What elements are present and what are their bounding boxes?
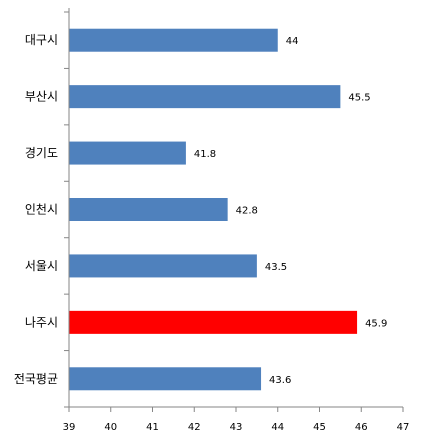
value-labels: 44 45.5 41.8 42.8 43.5 45.9 43.6	[194, 36, 387, 386]
value-label-4: 43.5	[265, 262, 287, 273]
bars-group	[69, 28, 358, 391]
value-label-6: 43.6	[269, 375, 291, 386]
value-label-2: 41.8	[194, 149, 216, 160]
bar-2	[69, 141, 186, 165]
x-tick-label-5: 44	[271, 422, 284, 433]
category-label-3: 인천시	[25, 202, 58, 217]
value-label-0: 44	[286, 36, 299, 47]
category-label-0: 대구시	[25, 33, 58, 47]
category-label-6: 전국평균	[14, 372, 58, 386]
value-label-3: 42.8	[236, 206, 258, 217]
category-label-2: 경기도	[25, 146, 58, 160]
category-label-4: 서울시	[25, 259, 58, 273]
x-tick-label-4: 43	[230, 422, 243, 433]
value-label-5: 45.9	[365, 318, 387, 329]
x-tick-label-1: 40	[104, 422, 117, 433]
bar-5	[69, 310, 358, 334]
bar-0	[69, 28, 278, 52]
x-tick-label-0: 39	[63, 422, 76, 433]
value-label-1: 45.5	[348, 93, 370, 104]
x-tick-label-6: 45	[313, 422, 326, 433]
category-label-1: 부산시	[25, 90, 58, 104]
x-tick-label-7: 46	[355, 422, 368, 433]
x-tick-label-2: 41	[146, 422, 159, 433]
bar-6	[69, 367, 262, 391]
bar-1	[69, 85, 341, 109]
bar-3	[69, 198, 228, 221]
category-label-5: 나주시	[25, 315, 58, 329]
x-axis-ticks: 39 40 41 42 43 44 45 46 47	[63, 11, 410, 433]
x-tick-label-8: 47	[397, 422, 410, 433]
bar-4	[69, 254, 257, 278]
x-tick-label-3: 42	[188, 422, 201, 433]
